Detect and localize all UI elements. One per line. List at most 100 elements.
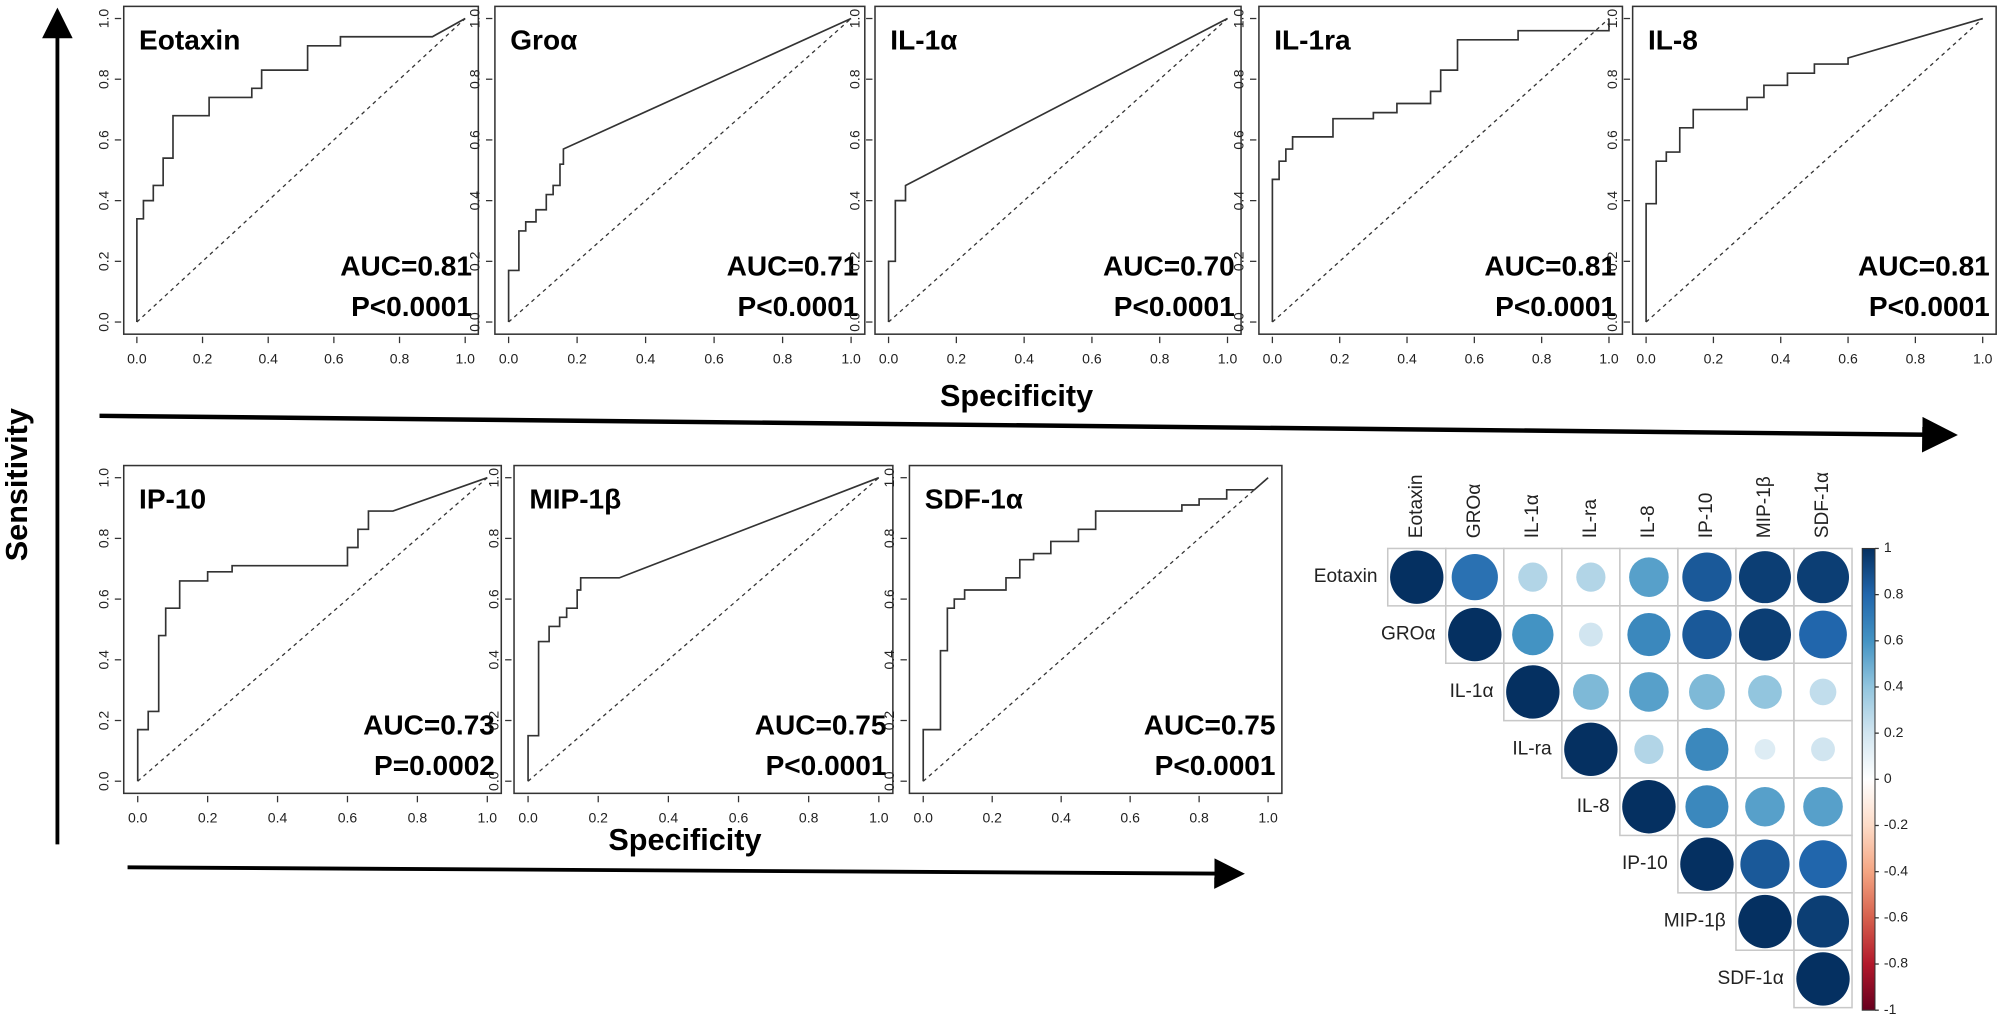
correlation-circle [1682,552,1732,602]
x-tick-label: 0.2 [198,810,218,826]
y-tick-label: 0.2 [1604,251,1620,271]
roc-curve [527,476,880,782]
reference-diagonal [922,477,1269,782]
x-tick-label: 0.8 [1189,810,1209,826]
y-tick-label: 0.0 [1604,312,1620,332]
y-tick-label: 0.0 [95,312,111,332]
colorbar-tick-label: 1 [1884,539,1892,555]
row-label: IP-10 [1622,853,1668,874]
y-tick-label: 1.0 [95,9,111,29]
x-tick-label: 0.0 [499,350,519,366]
correlation-circle [1518,562,1548,592]
y-tick-label: 0.8 [95,69,111,89]
x-tick-label: 0.4 [1051,810,1071,826]
annotation: P<0.0001 [738,291,859,322]
x-tick-label: 0.4 [258,350,278,366]
correlation-circle [1799,610,1847,659]
y-tick-label: 0.8 [1604,69,1620,89]
y-tick-label: 0.8 [95,528,111,548]
x-tick-label: 0.4 [1014,350,1034,366]
correlation-circle [1629,672,1669,712]
annotation: P=0.0002 [374,750,495,781]
colorbar [1861,547,1876,1011]
row-label: MIP-1β [1664,911,1726,932]
plot-frame [122,5,480,335]
column-label: IL-ra [1580,499,1601,539]
x-tick-label: 1.0 [478,810,498,826]
correlation-circle [1689,674,1725,710]
correlation-circle [1811,737,1835,762]
column-label: IP-10 [1696,493,1717,539]
correlation-circle [1745,786,1785,827]
row-label: IL-8 [1577,796,1610,817]
x-tick-label: 0.6 [704,350,724,366]
panel-title: IL-1ra [1274,24,1351,55]
correlation-circle [1622,780,1676,834]
y-tick-label: 0.2 [95,251,111,271]
y-tick-label: 1.0 [881,468,897,488]
y-tick-label: 0.2 [1230,251,1246,271]
x-tick-label: 0.2 [193,350,213,366]
correlation-circle [1799,840,1847,889]
x-tick-label: 0.6 [1082,350,1102,366]
y-tick-label: 0.2 [847,251,863,271]
y-tick-label: 1.0 [95,468,111,488]
x-tick-label: 0.8 [799,810,819,826]
colorbar-tick-label: -0.8 [1884,955,1908,971]
x-tick-label: 0.8 [1906,350,1926,366]
x-tick-label: 0.2 [947,350,967,366]
plot-frame [1631,5,1997,335]
x-arrow-bottom [127,858,1245,889]
x-tick-label: 0.4 [1397,350,1417,366]
correlation-circle [1512,613,1554,656]
y-tick-label: 0.6 [95,589,111,609]
correlation-circle [1685,727,1729,771]
correlation-circle [1738,551,1791,604]
correlation-circle [1685,785,1729,829]
correlation-circle [1564,722,1618,777]
y-tick-label: 0.4 [95,191,111,211]
x-tick-label: 0.8 [1532,350,1552,366]
x-tick-label: 1.0 [1258,810,1278,826]
roc-curve [136,17,466,323]
x-tick-label: 0.6 [1120,810,1140,826]
plot-frame [1258,5,1624,335]
x-tick-label: 0.0 [518,810,538,826]
x-arrow-top [99,413,1958,453]
x-tick-label: 0.4 [659,810,679,826]
column-label: MIP-1β [1754,476,1775,538]
y-tick-label: 0.6 [466,130,482,150]
x-tick-label: 1.0 [869,810,889,826]
y-tick-label: 1.0 [847,9,863,29]
x-tick-label: 0.0 [879,350,899,366]
correlation-circle [1634,734,1664,764]
column-label: SDF-1α [1812,472,1833,538]
x-tick-label: 1.0 [1599,350,1619,366]
reference-diagonal [136,18,466,323]
x-tick-label: 0.4 [1771,350,1791,366]
correlation-circle [1803,786,1843,827]
y-tick-label: 0.2 [95,711,111,731]
column-label: IL-8 [1638,505,1659,538]
roc-curve [887,17,1228,323]
x-tick-label: 1.0 [455,350,475,366]
panel-title: Groα [510,24,577,55]
column-label: IL-1α [1522,494,1543,538]
x-tick-label: 0.2 [1330,350,1350,366]
panel-title: IL-1α [890,24,957,55]
annotation: P<0.0001 [1495,291,1616,322]
annotation: AUC=0.81 [1484,250,1616,281]
x-tick-label: 1.0 [1973,350,1993,366]
y-axis-label: Sensitivity [0,408,34,561]
row-label: IL-ra [1512,738,1552,759]
correlation-circle [1680,837,1734,891]
x-tick-label: 1.0 [1218,350,1238,366]
x-tick-label: 0.0 [913,810,933,826]
correlation-circle [1682,609,1732,660]
annotation: P<0.0001 [1155,750,1276,781]
y-tick-label: 0.6 [95,130,111,150]
annotation: AUC=0.75 [1144,709,1276,740]
y-tick-label: 0.0 [847,312,863,332]
x-tick-label: 0.2 [588,810,608,826]
